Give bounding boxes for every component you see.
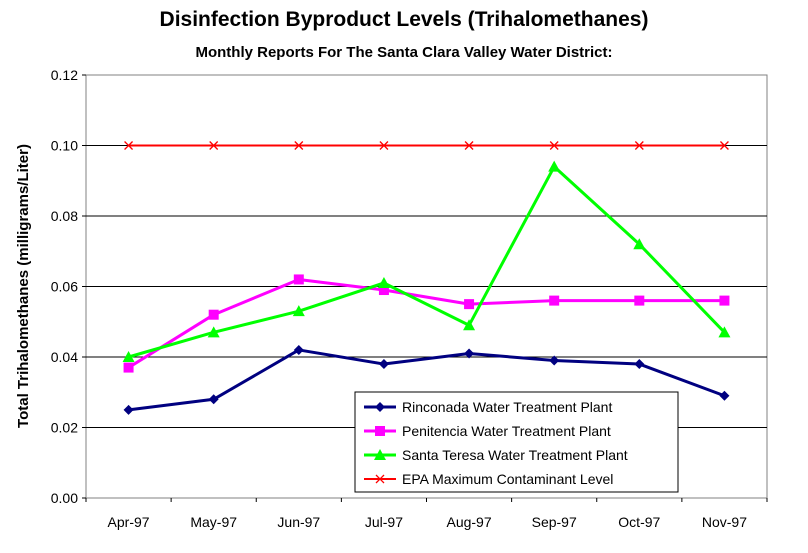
data-point [377, 276, 390, 288]
data-point [378, 359, 389, 370]
data-point [464, 299, 475, 310]
data-point [634, 359, 645, 370]
series-1 [123, 274, 730, 373]
y-tick-label: 0.04 [51, 349, 78, 365]
legend-item: EPA Maximum Contaminant Level [364, 471, 613, 487]
data-point [293, 274, 304, 285]
data-point [294, 141, 304, 150]
data-point [122, 351, 135, 362]
x-tick-label: Apr-97 [108, 514, 150, 530]
data-point [292, 305, 305, 317]
series-line [128, 165, 726, 359]
y-axis-title: Total Trihalomethanes (milligrams/Liter) [15, 144, 32, 428]
legend-item: Santa Teresa Water Treatment Plant [364, 447, 628, 463]
legend-label: Penitencia Water Treatment Plant [402, 423, 611, 439]
y-tick-label: 0.10 [51, 138, 78, 154]
legend-box [354, 391, 679, 493]
series-line [127, 277, 725, 369]
data-point [123, 404, 134, 415]
data-point [207, 326, 220, 338]
legend-marker [375, 426, 385, 436]
series-line [128, 348, 725, 412]
data-point [208, 309, 219, 320]
data-point [634, 141, 644, 150]
x-tick-label: Oct-97 [618, 514, 660, 530]
x-tick-label: May-97 [190, 514, 237, 530]
data-point [719, 141, 729, 150]
data-point [293, 344, 304, 355]
x-tick-label: Jun-97 [277, 514, 320, 530]
data-point [463, 319, 476, 331]
legend: Rinconada Water Treatment Plant Penitenci… [354, 391, 679, 493]
data-point [719, 295, 730, 306]
data-point [549, 355, 560, 366]
series-0 [123, 344, 730, 415]
y-tick-label: 0.02 [51, 420, 78, 436]
y-tick-label: 0.12 [51, 67, 78, 83]
data-point [464, 348, 475, 359]
data-point [548, 160, 561, 172]
x-tick-label: Sep-97 [532, 514, 577, 530]
legend-item: Penitencia Water Treatment Plant [364, 423, 611, 439]
y-tick-label: 0.08 [51, 208, 78, 224]
data-point [719, 390, 730, 401]
data-point [464, 141, 474, 150]
y-tick-label: 0.00 [51, 490, 78, 506]
data-point [549, 295, 560, 306]
chart-subtitle: Monthly Reports For The Santa Clara Vall… [195, 44, 613, 61]
legend-marker [375, 402, 385, 412]
data-point [549, 141, 559, 150]
data-point [124, 141, 134, 150]
series-2 [122, 160, 731, 362]
legend-marker [374, 449, 386, 460]
data-point [123, 362, 134, 373]
x-tick-label: Aug-97 [446, 514, 491, 530]
data-point [633, 238, 646, 250]
x-tick-label: Nov-97 [702, 514, 747, 530]
data-point [634, 295, 645, 306]
legend-item: Rinconada Water Treatment Plant [364, 399, 612, 415]
data-point [208, 394, 219, 405]
data-point [379, 141, 389, 150]
data-point [718, 326, 731, 338]
x-axis: Apr-97 May-97 Jun-97 Jul-97 Aug-97 Sep-97 Oct-… [85, 498, 768, 530]
series-3 [124, 141, 729, 150]
legend-marker [375, 474, 385, 484]
data-point [209, 141, 219, 150]
legend-label: EPA Maximum Contaminant Level [402, 471, 613, 487]
series-group [122, 141, 731, 415]
legend-label: Rinconada Water Treatment Plant [402, 399, 612, 415]
legend-label: Santa Teresa Water Treatment Plant [402, 447, 628, 463]
y-tick-label: 0.06 [51, 279, 78, 295]
y-axis: 0.00 0.02 0.04 0.06 0.08 0.10 0.12 [51, 67, 86, 506]
x-tick-label: Jul-97 [365, 514, 403, 530]
data-point [378, 285, 389, 296]
chart-title: Disinfection Byproduct Levels (Trihalome… [159, 8, 649, 31]
